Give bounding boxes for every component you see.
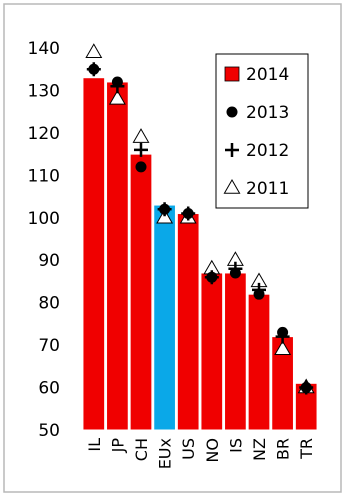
y-tick-label: 140 (28, 39, 60, 59)
marker-2012-ch (134, 142, 148, 157)
bar-no (200, 272, 224, 431)
x-tick-label: JP (108, 438, 127, 454)
y-tick-label: 120 (28, 124, 60, 144)
marker-2011-ch (132, 128, 150, 143)
marker-2011-eux (156, 208, 174, 224)
marker-2013-nz (253, 288, 265, 300)
marker-2013-jp (111, 76, 123, 88)
marker-2013-no (206, 271, 218, 283)
x-tick-label: BR (274, 438, 293, 460)
y-tick-label: 70 (38, 336, 60, 356)
x-tick-label: IL (85, 438, 104, 452)
x-tick-label: US (179, 438, 198, 460)
chart-frame (3, 3, 342, 493)
marker-2011-br (274, 340, 292, 356)
legend-label: 2011 (246, 179, 289, 199)
x-tick-label: TR (297, 438, 316, 460)
y-tick-label: 80 (38, 294, 60, 314)
x-tick-label: NZ (250, 438, 269, 461)
bar-eux (153, 204, 176, 431)
marker-2013-eux (159, 203, 171, 215)
bar-il (82, 77, 106, 431)
legend-swatch-2014 (224, 66, 240, 82)
x-tick-label: EUx (156, 438, 175, 469)
marker-2013-us (182, 208, 194, 220)
legend-swatch-2012 (225, 143, 239, 157)
x-tick-label: NO (203, 438, 222, 463)
bar-jp (106, 81, 129, 431)
bar-nz (247, 293, 271, 431)
legend-label: 2014 (246, 65, 289, 85)
marker-2013-tr (300, 382, 312, 394)
marker-2013-is (229, 267, 241, 279)
bar-ch (129, 153, 153, 431)
y-tick-label: 90 (38, 251, 60, 271)
y-tick-label: 110 (28, 166, 60, 186)
marker-2013-br (277, 326, 289, 338)
y-tick-label: 100 (28, 209, 60, 229)
y-tick-label: 130 (28, 81, 60, 101)
x-tick-label: CH (132, 438, 151, 461)
marker-2013-il (88, 63, 100, 75)
bar-is (224, 272, 247, 431)
bar-us (176, 213, 200, 431)
marker-2013-ch (135, 161, 147, 173)
y-tick-label: 50 (38, 421, 60, 441)
y-tick-label: 60 (38, 379, 60, 399)
legend-label: 2013 (246, 103, 289, 123)
x-tick-label: IS (226, 438, 245, 453)
legend-swatch-2013 (226, 106, 238, 118)
legend-label: 2012 (246, 141, 289, 161)
marker-2011-il (85, 43, 103, 58)
legend-swatch-2011 (223, 178, 241, 194)
marker-2011-jp (108, 89, 126, 105)
